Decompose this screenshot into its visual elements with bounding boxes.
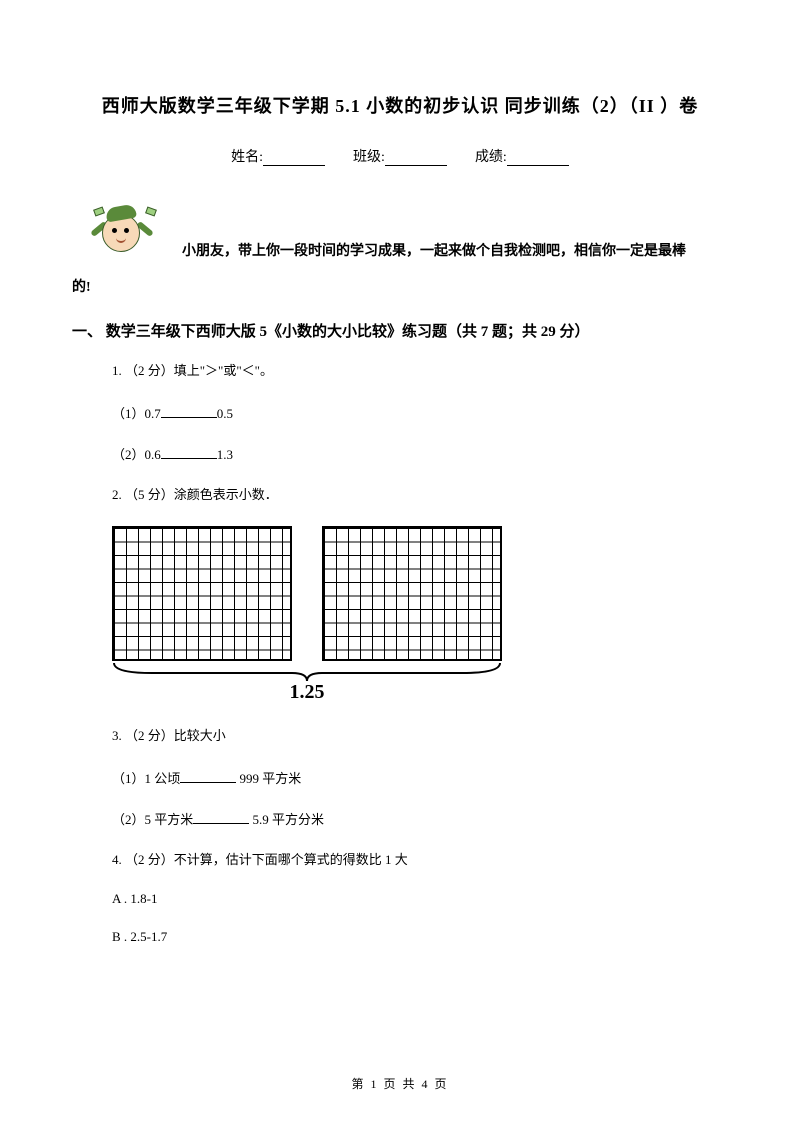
q3-sub1-a: （1）1 公顷: [112, 771, 180, 786]
page-footer: 第 1 页 共 4 页: [0, 1075, 800, 1092]
q4-text: 4. （2 分）不计算，估计下面哪个算式的得数比 1 大: [112, 850, 728, 870]
q4-optA: A . 1.8-1: [112, 891, 728, 907]
q1-sub2-b: 1.3: [217, 447, 233, 462]
brace-icon: [112, 661, 502, 683]
q3-sub2: （2）5 平方米 5.9 平方分米: [112, 809, 728, 828]
q2-brace-label: 1.25: [112, 681, 502, 704]
name-blank[interactable]: [263, 152, 325, 166]
q1-sub1-b: 0.5: [217, 406, 233, 421]
class-label: 班级:: [353, 146, 385, 166]
q3-text: 3. （2 分）比较大小: [112, 726, 728, 746]
q2-figure: 1.25: [112, 526, 728, 704]
q1-sub1-a: （1）0.7: [112, 406, 161, 421]
q1-text: 1. （2 分）填上"＞"或"＜"。: [112, 361, 728, 381]
score-label: 成绩:: [475, 146, 507, 166]
q3-sub1-b: 999 平方米: [236, 771, 301, 786]
page-title: 西师大版数学三年级下学期 5.1 小数的初步认识 同步训练（2）（II ）卷: [72, 92, 728, 118]
q3-sub2-blank[interactable]: [193, 812, 249, 824]
q1-sub2-blank[interactable]: [161, 447, 217, 459]
q1-sub2: （2）0.6 1.3: [112, 444, 728, 463]
intro-line2: 的!: [72, 276, 728, 296]
q2-grid-1[interactable]: [112, 526, 292, 661]
q3-sub1-blank[interactable]: [180, 771, 236, 783]
q1-sub1: （1）0.7 0.5: [112, 403, 728, 422]
q3-sub1: （1）1 公顷 999 平方米: [112, 768, 728, 787]
intro-line1: 小朋友，带上你一段时间的学习成果，一起来做个自我检测吧，相信你一定是最棒: [182, 238, 686, 266]
mascot-icon: [92, 196, 162, 266]
name-label: 姓名:: [231, 146, 263, 166]
student-info-line: 姓名: 班级: 成绩:: [72, 146, 728, 166]
q3-sub2-b: 5.9 平方分米: [249, 812, 324, 827]
q4-optB: B . 2.5-1.7: [112, 929, 728, 945]
class-blank[interactable]: [385, 152, 447, 166]
q2-text: 2. （5 分）涂颜色表示小数．: [112, 485, 728, 505]
q3-sub2-a: （2）5 平方米: [112, 812, 193, 827]
section-header: 一、 数学三年级下西师大版 5《小数的大小比较》练习题（共 7 题；共 29 分…: [72, 320, 728, 341]
score-blank[interactable]: [507, 152, 569, 166]
q1-sub2-a: （2）0.6: [112, 447, 161, 462]
q2-grid-2[interactable]: [322, 526, 502, 661]
q1-sub1-blank[interactable]: [161, 406, 217, 418]
